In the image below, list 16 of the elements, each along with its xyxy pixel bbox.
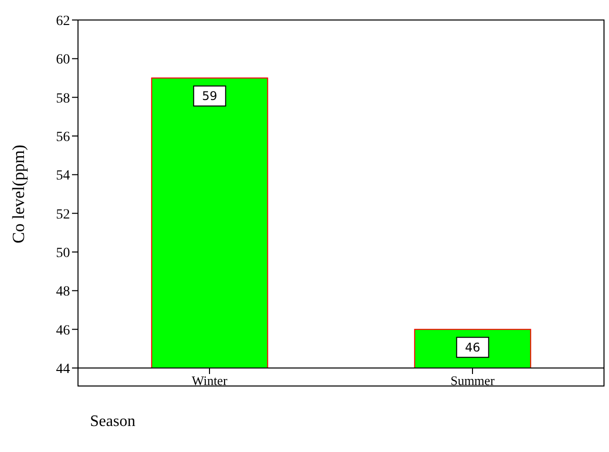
y-tick-label: 60 [56,52,70,68]
y-tick-label: 58 [56,91,70,106]
y-tick-label: 54 [56,168,70,184]
y-tick-label: 52 [56,207,70,222]
y-tick-label: 56 [56,130,70,145]
x-tick-label: Summer [450,373,496,388]
y-tick-label: 50 [56,246,70,261]
y-tick-label: 44 [56,362,70,377]
data-label: 46 [465,340,480,354]
y-axis-title: Co level(ppm) [9,144,28,244]
x-tick-label: Winter [192,373,228,388]
y-tick-label: 46 [56,323,70,338]
y-tick-label: 62 [56,14,70,29]
x-axis-title: Season [90,413,136,430]
y-tick-label: 48 [56,284,70,300]
data-label: 59 [202,89,218,103]
